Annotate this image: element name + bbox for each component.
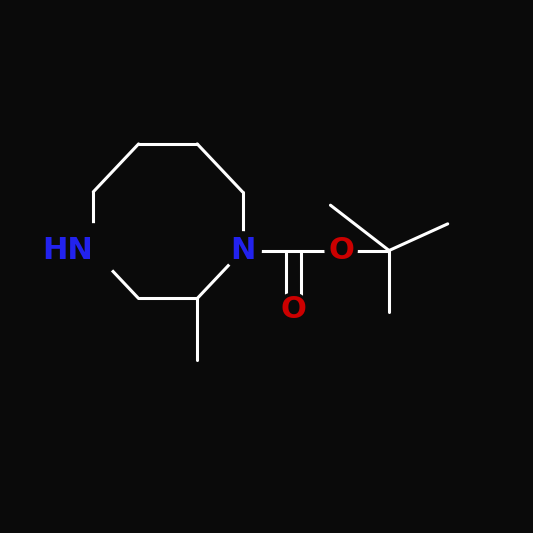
Circle shape <box>224 232 261 269</box>
Circle shape <box>325 235 357 266</box>
Text: O: O <box>280 295 306 324</box>
Text: N: N <box>230 236 255 265</box>
Text: O: O <box>328 236 354 265</box>
Text: HN: HN <box>43 236 93 265</box>
Circle shape <box>277 293 309 325</box>
Circle shape <box>67 224 120 277</box>
